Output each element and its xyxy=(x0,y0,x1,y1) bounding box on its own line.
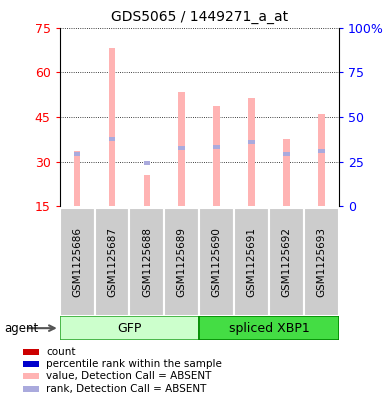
Bar xyxy=(304,208,339,316)
Text: GSM1125691: GSM1125691 xyxy=(246,227,256,298)
Text: rank, Detection Call = ABSENT: rank, Detection Call = ABSENT xyxy=(46,384,206,393)
Bar xyxy=(23,373,39,380)
Text: GSM1125692: GSM1125692 xyxy=(281,227,291,298)
Bar xyxy=(74,151,80,206)
Bar xyxy=(23,386,39,392)
Bar xyxy=(23,349,39,355)
Text: agent: agent xyxy=(4,322,38,336)
Bar xyxy=(109,138,116,141)
Text: GSM1125690: GSM1125690 xyxy=(212,228,222,297)
Bar xyxy=(248,140,255,144)
Bar xyxy=(74,152,80,156)
Text: value, Detection Call = ABSENT: value, Detection Call = ABSENT xyxy=(46,371,211,381)
Bar xyxy=(248,97,255,206)
Bar xyxy=(95,208,129,316)
Bar xyxy=(164,208,199,316)
Text: GSM1125689: GSM1125689 xyxy=(177,227,187,298)
Bar xyxy=(199,208,234,316)
Bar xyxy=(144,175,150,206)
Bar xyxy=(23,360,39,367)
Text: percentile rank within the sample: percentile rank within the sample xyxy=(46,359,222,369)
Bar xyxy=(283,139,290,206)
Text: count: count xyxy=(46,347,75,357)
Bar xyxy=(213,145,220,149)
Text: GSM1125686: GSM1125686 xyxy=(72,227,82,298)
Bar xyxy=(213,107,220,206)
Bar xyxy=(144,161,150,165)
Bar xyxy=(178,147,185,150)
Bar xyxy=(234,208,269,316)
Title: GDS5065 / 1449271_a_at: GDS5065 / 1449271_a_at xyxy=(110,10,288,24)
Bar xyxy=(269,208,304,316)
Bar xyxy=(199,316,339,340)
Bar xyxy=(318,149,325,153)
Text: GSM1125687: GSM1125687 xyxy=(107,227,117,298)
Text: GFP: GFP xyxy=(117,321,142,335)
Bar xyxy=(60,208,95,316)
Bar xyxy=(109,48,116,206)
Bar xyxy=(318,114,325,206)
Text: spliced XBP1: spliced XBP1 xyxy=(229,321,310,335)
Bar xyxy=(283,152,290,156)
Bar xyxy=(178,92,185,206)
Text: GSM1125688: GSM1125688 xyxy=(142,227,152,298)
Bar xyxy=(129,208,164,316)
Text: GSM1125693: GSM1125693 xyxy=(316,227,326,298)
Bar xyxy=(60,316,199,340)
